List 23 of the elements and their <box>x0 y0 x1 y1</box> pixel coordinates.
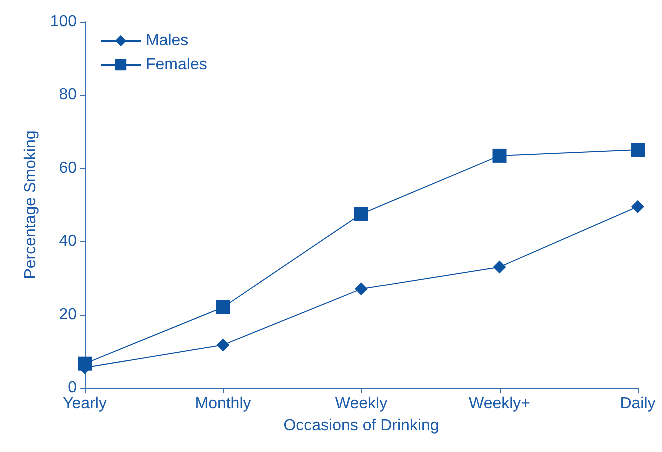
y-tick-label: 0 <box>68 380 78 396</box>
x-tick-label: Weekly <box>335 396 388 412</box>
legend-label: Males <box>146 32 189 50</box>
point <box>354 207 368 222</box>
y-tick-label: 20 <box>59 306 78 324</box>
x-axis-title: Occasions of Drinking <box>284 418 440 434</box>
y-tick-label: 60 <box>59 160 78 177</box>
point <box>632 200 644 214</box>
point <box>631 143 645 158</box>
point <box>493 260 506 274</box>
point <box>216 300 230 314</box>
x-tick-label: Weekly+ <box>468 396 531 412</box>
point <box>355 282 368 296</box>
x-tick-label: Daily <box>620 396 656 412</box>
y-axis-title: Percentage Smoking <box>22 130 40 280</box>
legend-label: Females <box>146 56 208 74</box>
y-tick-label: 40 <box>59 233 78 250</box>
x-tick-label: Yearly <box>63 396 107 412</box>
y-tick-label: 80 <box>59 86 78 104</box>
point <box>492 148 507 163</box>
x-tick-label: Monthly <box>195 396 252 412</box>
y-tick-label: 100 <box>50 14 78 30</box>
point <box>216 338 230 352</box>
